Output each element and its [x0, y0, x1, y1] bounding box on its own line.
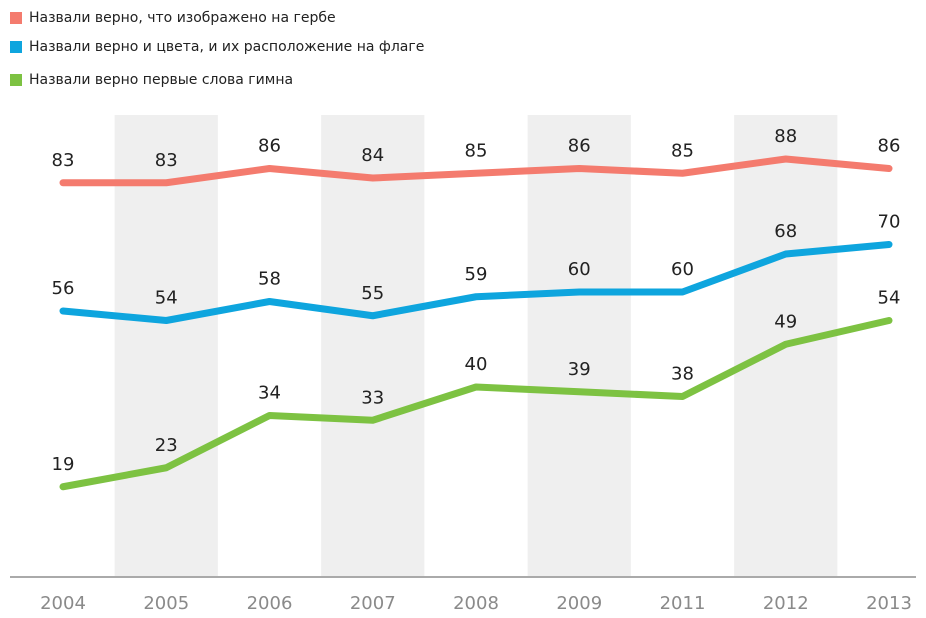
x-tick-label: 2012: [763, 593, 809, 614]
data-label: 84: [361, 145, 384, 166]
x-tick-label: 2009: [556, 593, 602, 614]
data-label: 60: [671, 259, 694, 280]
x-tick-label: 2006: [247, 593, 293, 614]
data-label: 86: [258, 136, 281, 157]
data-label: 33: [361, 387, 384, 408]
data-label: 19: [52, 454, 75, 475]
legend-swatch: [10, 41, 22, 53]
data-label: 88: [774, 126, 797, 147]
data-label: 86: [568, 136, 591, 157]
data-label: 83: [155, 150, 178, 171]
data-label: 54: [878, 288, 901, 309]
data-label: 38: [671, 364, 694, 385]
data-label: 86: [878, 136, 901, 157]
x-tick-label: 2007: [350, 593, 396, 614]
data-label: 59: [465, 264, 488, 285]
data-label: 85: [465, 140, 488, 161]
band: [527, 115, 631, 577]
data-label: 58: [258, 269, 281, 290]
x-tick-label: 2011: [660, 593, 706, 614]
band: [114, 115, 218, 577]
legend-label: Назвали верно первые слова гимна: [29, 72, 293, 88]
data-label: 70: [878, 212, 901, 233]
data-label: 60: [568, 259, 591, 280]
x-tick-label: 2005: [143, 593, 189, 614]
data-label: 54: [155, 288, 178, 309]
legend-label: Назвали верно, что изображено на гербе: [29, 10, 336, 26]
x-tick-label: 2004: [40, 593, 86, 614]
data-label: 34: [258, 383, 281, 404]
data-label: 40: [465, 354, 488, 375]
series-line: [59, 317, 893, 491]
data-label: 56: [52, 278, 75, 299]
series-line: [59, 241, 893, 324]
data-label: 23: [155, 435, 178, 456]
x-tick-label: 2008: [453, 593, 499, 614]
legend-swatch: [10, 74, 22, 86]
data-label: 83: [52, 150, 75, 171]
bands: [114, 115, 838, 577]
data-label: 68: [774, 221, 797, 242]
x-tick-label: 2013: [866, 593, 912, 614]
data-label: 55: [361, 283, 384, 304]
legend: Назвали верно, что изображено на гербе На…: [10, 10, 424, 88]
data-label: 85: [671, 140, 694, 161]
data-label: 49: [774, 311, 797, 332]
legend-label: Назвали верно и цвета, и их расположение…: [29, 39, 424, 55]
data-label: 39: [568, 359, 591, 380]
legend-swatch: [10, 12, 22, 24]
series-line: [59, 155, 893, 187]
band: [321, 115, 425, 577]
